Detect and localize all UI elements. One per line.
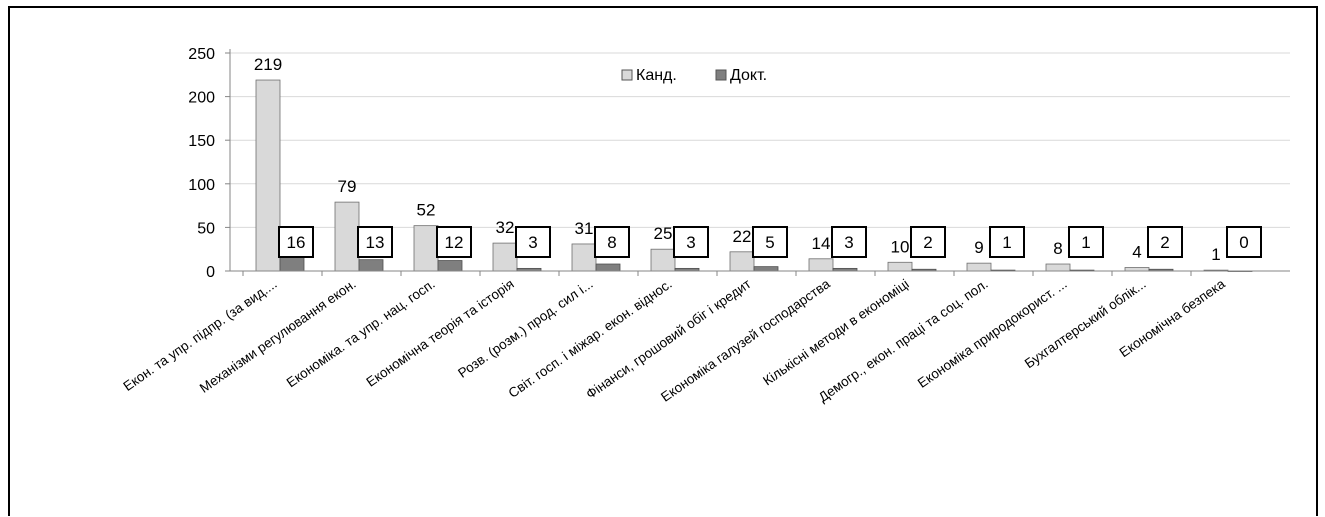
legend: Канд. Докт. [621, 67, 767, 84]
data-label-box-dokt [831, 226, 867, 258]
bar-kand [255, 79, 281, 272]
bar-kand [887, 261, 913, 272]
data-label-kand: 79 [338, 177, 357, 196]
data-label-dokt: 3 [528, 233, 537, 252]
data-label-box-dokt [1226, 226, 1262, 258]
data-label-kand: 32 [496, 218, 515, 237]
data-label-box-dokt [357, 226, 393, 258]
x-tick-labels: Екон. та упр. підпр. (за вид....Механізм… [120, 276, 1228, 405]
bar-kand [966, 262, 992, 272]
data-label-dokt: 13 [366, 233, 385, 252]
bar-kand [650, 248, 676, 272]
bar-kand [492, 242, 518, 272]
bar-dokt [595, 263, 621, 272]
bar-kand [808, 258, 834, 272]
x-tick-label: Економіка галузей господарства [658, 276, 833, 405]
bar-dokt [279, 256, 305, 272]
data-label-box-dokt [673, 226, 709, 258]
y-tick-label: 50 [197, 220, 215, 237]
x-tick-label: Механізми регулювання екон. [197, 276, 359, 396]
data-label-dokt: 2 [923, 233, 932, 252]
x-tick-label: Економічна теорія та історія [363, 276, 516, 390]
data-label-dokt: 8 [607, 233, 616, 252]
data-label-dokt: 16 [287, 233, 306, 252]
x-tick-label: Демогр., екон. праці та соц. пол. [816, 276, 991, 405]
data-label-dokt: 5 [765, 233, 774, 252]
data-label-kand: 219 [254, 55, 282, 74]
data-label-box-dokt [1147, 226, 1183, 258]
data-label-dokt: 0 [1239, 233, 1248, 252]
bar-kand [1124, 267, 1150, 272]
x-tick-label: Економіка. та упр. нац. госп. [284, 276, 438, 390]
data-label-dokt: 1 [1002, 233, 1011, 252]
data-label-box-dokt [278, 226, 314, 258]
data-label-dokt: 3 [844, 233, 853, 252]
y-tick-label: 150 [188, 133, 215, 150]
y-tick-labels: 0 50 100 150 200 250 [188, 46, 215, 281]
y-tick-label: 200 [188, 90, 215, 107]
data-label-box-dokt [594, 226, 630, 258]
legend-swatch-dokt [715, 69, 727, 81]
x-tick-label: Економіка природокорист. ... [915, 276, 1070, 391]
data-label-kand: 25 [654, 224, 673, 243]
data-label-dokt: 3 [686, 233, 695, 252]
data-label-box-dokt [1068, 226, 1104, 258]
data-label-box-dokt [436, 226, 472, 258]
x-tick-label: Кількісні методи в економіці [760, 276, 911, 388]
data-label-kand: 10 [891, 237, 910, 256]
bars [255, 79, 1253, 272]
chart-frame: 0 50 100 150 200 250 Екон. та упр. підпр. (за… [8, 6, 1318, 516]
x-tick-label: Розв. (розм.) прод. сил і... [455, 276, 596, 381]
legend-swatch-kand [621, 69, 633, 81]
bar-kand [413, 225, 439, 272]
data-label-box-dokt [910, 226, 946, 258]
data-label-kand: 9 [974, 238, 983, 257]
bar-dokt [358, 259, 384, 272]
data-label-kand: 22 [733, 227, 752, 246]
data-label-kand: 52 [417, 201, 436, 220]
bar-kand [729, 251, 755, 272]
y-tick-label: 100 [188, 177, 215, 194]
x-tick-label: Екон. та упр. підпр. (за вид.... [120, 276, 279, 394]
bar-kand [1045, 263, 1071, 272]
data-label-kand: 31 [575, 219, 594, 238]
data-label-kand: 4 [1132, 243, 1141, 262]
gridlines [230, 52, 1290, 228]
data-label-box-dokt [752, 226, 788, 258]
legend-label-dokt: Докт. [730, 67, 767, 84]
data-label-kand: 14 [812, 234, 831, 253]
y-tick-label: 0 [206, 264, 215, 281]
data-label-dokt: 2 [1160, 233, 1169, 252]
bar-dokt [437, 260, 463, 272]
data-label-dokt: 12 [445, 233, 464, 252]
x-tick-label: Світ. госп. і міжар. екон. віднос. [506, 276, 675, 401]
y-tick-label: 250 [188, 46, 215, 63]
data-label-box-dokt [989, 226, 1025, 258]
data-label-kand: 8 [1053, 239, 1062, 258]
data-label-box-dokt [515, 226, 551, 258]
data-label-dokt: 1 [1081, 233, 1090, 252]
data-label-kand: 1 [1211, 245, 1220, 264]
axes [225, 49, 1290, 276]
bar-kand [334, 201, 360, 272]
bar-dokt [753, 266, 779, 272]
legend-label-kand: Канд. [636, 67, 677, 84]
bar-kand [571, 243, 597, 272]
x-tick-label: Фінанси, грошовий обіг і кредит [583, 276, 754, 402]
